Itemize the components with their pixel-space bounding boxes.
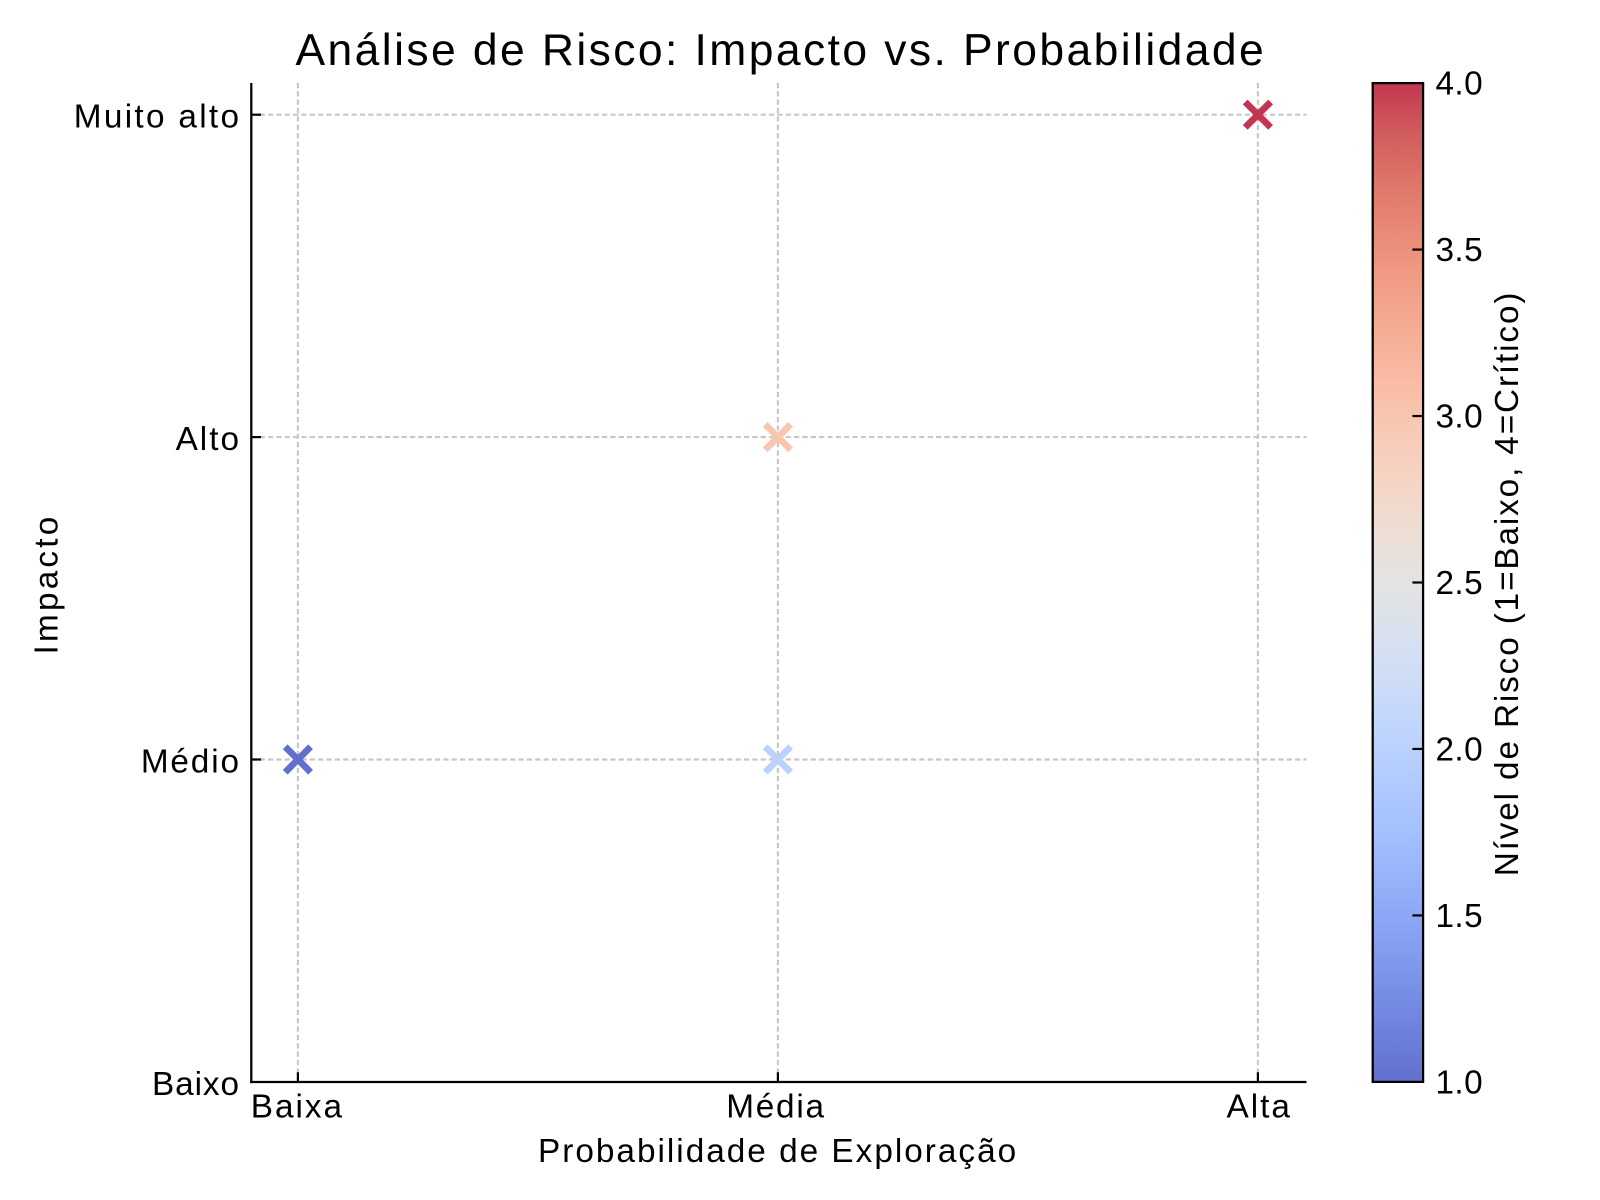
svg-text:Impacto: Impacto [29, 514, 66, 655]
svg-text:Alto: Alto [176, 421, 241, 458]
svg-text:2.0: 2.0 [1436, 731, 1484, 768]
svg-text:Baixo: Baixo [152, 1066, 240, 1103]
svg-text:Média: Média [726, 1089, 826, 1126]
svg-text:Médio: Médio [141, 743, 241, 780]
svg-text:4.0: 4.0 [1436, 66, 1484, 103]
svg-text:Muito alto: Muito alto [74, 99, 242, 136]
svg-text:Baixa: Baixa [251, 1089, 344, 1126]
svg-text:1.0: 1.0 [1436, 1064, 1484, 1101]
svg-text:3.0: 3.0 [1436, 399, 1484, 436]
svg-text:Probabilidade de Exploração: Probabilidade de Exploração [538, 1133, 1018, 1170]
svg-text:Nível de Risco (1=Baixo, 4=Crí: Nível de Risco (1=Baixo, 4=Crítico) [1489, 291, 1526, 877]
svg-text:Alta: Alta [1226, 1089, 1291, 1126]
svg-text:Análise de Risco: Impacto vs.: Análise de Risco: Impacto vs. Probabilid… [295, 26, 1266, 75]
svg-text:3.5: 3.5 [1436, 232, 1484, 269]
svg-text:2.5: 2.5 [1436, 565, 1484, 602]
svg-text:1.5: 1.5 [1436, 898, 1484, 935]
